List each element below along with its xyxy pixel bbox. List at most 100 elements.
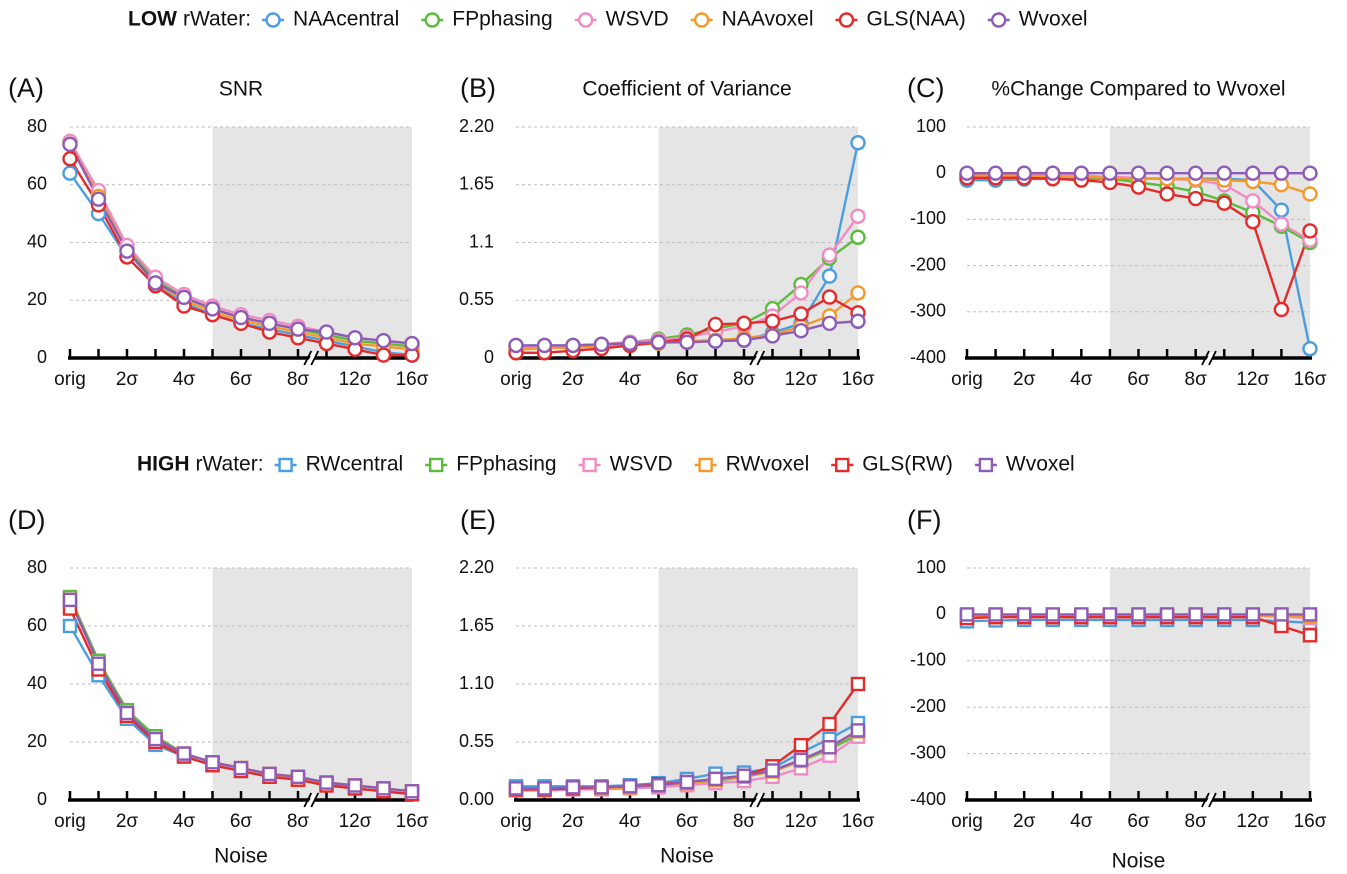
legend-label: WSVD — [606, 8, 669, 31]
x-tick-label: 16σ — [842, 811, 875, 832]
y-tick-label: 100 — [916, 116, 946, 136]
marker — [707, 316, 724, 333]
x-tick-label: orig — [500, 369, 532, 390]
marker — [565, 780, 581, 795]
marker — [537, 781, 552, 796]
panel-title: SNR — [219, 78, 263, 101]
marker — [650, 334, 667, 350]
panel-label: (B) — [460, 73, 496, 103]
marker — [593, 336, 610, 353]
axis-break — [1208, 792, 1217, 808]
marker — [1188, 607, 1203, 622]
x-tick-label: 16σ — [396, 811, 429, 832]
marker — [261, 315, 278, 332]
marker — [424, 12, 440, 28]
y-tick-label: 0 — [936, 603, 946, 623]
y-tick-label: -300 — [910, 301, 946, 321]
legend-title: rWater: — [196, 453, 264, 476]
marker — [204, 301, 221, 317]
marker — [679, 774, 695, 790]
x-tick-label: 6σ — [230, 811, 253, 832]
x-tick-label: 12σ — [1236, 811, 1269, 832]
x-tick-label: 2σ — [562, 369, 585, 390]
marker — [708, 771, 723, 787]
marker — [1273, 216, 1290, 232]
marker — [978, 457, 994, 473]
y-tick-label: 40 — [27, 231, 47, 251]
y-tick-label: -400 — [910, 789, 946, 809]
axis-break — [303, 350, 313, 366]
marker — [850, 135, 866, 151]
marker — [62, 592, 78, 608]
y-tick-label: -100 — [910, 650, 946, 670]
x-tick-label: 12σ — [1236, 369, 1269, 390]
x-tick-label: 16σ — [396, 369, 429, 390]
x-tick-label: 2σ — [562, 811, 585, 832]
marker — [1045, 607, 1060, 622]
marker — [1245, 193, 1261, 209]
marker — [622, 779, 638, 794]
legend-label: GLS(RW) — [862, 453, 953, 476]
y-tick-label: 0 — [936, 162, 946, 182]
marker — [404, 335, 420, 352]
axis-break — [310, 792, 320, 808]
x-tick-label: 6σ — [1127, 811, 1150, 832]
marker — [1245, 607, 1261, 622]
marker — [205, 755, 220, 770]
y-tick-label: 2.20 — [459, 116, 494, 136]
marker — [622, 335, 638, 351]
x-tick-label: 8σ — [287, 369, 310, 390]
x-tick-label: 4σ — [619, 811, 642, 832]
marker — [375, 347, 392, 363]
marker — [176, 746, 192, 761]
x-tick-label: 12σ — [785, 811, 818, 832]
marker — [233, 309, 249, 326]
marker — [988, 607, 1003, 622]
y-tick-label: 80 — [27, 557, 47, 577]
marker — [62, 618, 78, 634]
marker — [265, 12, 281, 28]
panel-title: %Change Compared to Wvoxel — [991, 78, 1285, 101]
marker — [822, 716, 837, 732]
marker — [850, 229, 866, 245]
x-axis-label: Noise — [214, 845, 268, 868]
x-tick-label: 8σ — [733, 811, 756, 832]
y-tick-label: 2.20 — [459, 557, 494, 577]
marker — [1245, 165, 1261, 181]
marker — [1216, 165, 1232, 181]
marker — [594, 780, 609, 795]
marker — [850, 313, 866, 329]
legend-title-bold: LOW — [128, 8, 177, 31]
x-tick-label: 4σ — [1070, 369, 1093, 390]
x-tick-label: 2σ — [116, 369, 139, 390]
marker — [959, 165, 975, 181]
marker — [707, 333, 724, 349]
y-tick-label: -200 — [910, 254, 946, 274]
marker — [1159, 607, 1175, 622]
marker — [1102, 165, 1118, 181]
marker — [821, 268, 838, 284]
marker — [651, 778, 666, 793]
y-tick-label: 1.1 — [469, 231, 494, 251]
x-tick-label: orig — [54, 811, 86, 832]
axis-break — [756, 350, 766, 366]
x-tick-label: 6σ — [676, 369, 699, 390]
legend-label: WSVD — [610, 453, 673, 476]
x-tick-label: 16σ — [1294, 811, 1327, 832]
marker — [1273, 202, 1290, 218]
legend-label: NAAcentral — [293, 8, 399, 31]
marker — [793, 323, 809, 339]
panel-label: (E) — [460, 505, 496, 535]
marker — [793, 306, 809, 322]
x-tick-label: orig — [500, 811, 532, 832]
panel-label: (A) — [8, 73, 44, 103]
x-tick-label: 8σ — [1185, 369, 1208, 390]
marker — [1130, 179, 1147, 195]
legend-title: rWater: — [183, 8, 251, 31]
marker — [1274, 618, 1289, 634]
marker — [838, 12, 855, 28]
y-tick-label: 60 — [27, 615, 47, 635]
marker — [1302, 223, 1318, 239]
marker — [262, 766, 277, 782]
